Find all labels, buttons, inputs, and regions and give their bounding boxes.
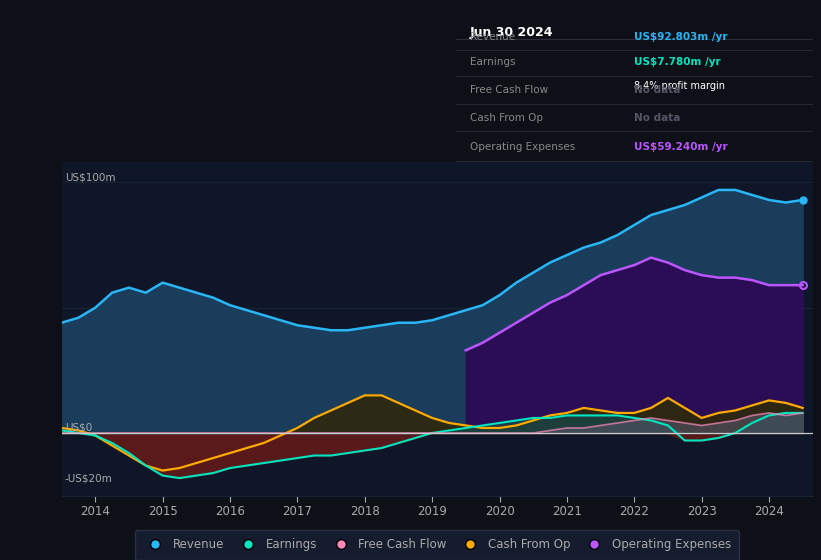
Text: Revenue: Revenue <box>470 31 515 41</box>
Text: Operating Expenses: Operating Expenses <box>470 142 576 152</box>
Text: Cash From Op: Cash From Op <box>470 113 543 123</box>
Text: Jun 30 2024: Jun 30 2024 <box>470 26 553 39</box>
Legend: Revenue, Earnings, Free Cash Flow, Cash From Op, Operating Expenses: Revenue, Earnings, Free Cash Flow, Cash … <box>135 530 739 559</box>
Text: -US$20m: -US$20m <box>65 473 112 483</box>
Text: No data: No data <box>635 113 681 123</box>
Text: No data: No data <box>635 85 681 95</box>
Text: US$59.240m /yr: US$59.240m /yr <box>635 142 728 152</box>
Text: US$7.780m /yr: US$7.780m /yr <box>635 58 721 67</box>
Text: US$0: US$0 <box>65 423 92 433</box>
Text: 8.4% profit margin: 8.4% profit margin <box>635 82 725 91</box>
Text: Earnings: Earnings <box>470 58 516 67</box>
Text: US$92.803m /yr: US$92.803m /yr <box>635 31 727 41</box>
Text: Free Cash Flow: Free Cash Flow <box>470 85 548 95</box>
Text: US$100m: US$100m <box>65 172 116 183</box>
